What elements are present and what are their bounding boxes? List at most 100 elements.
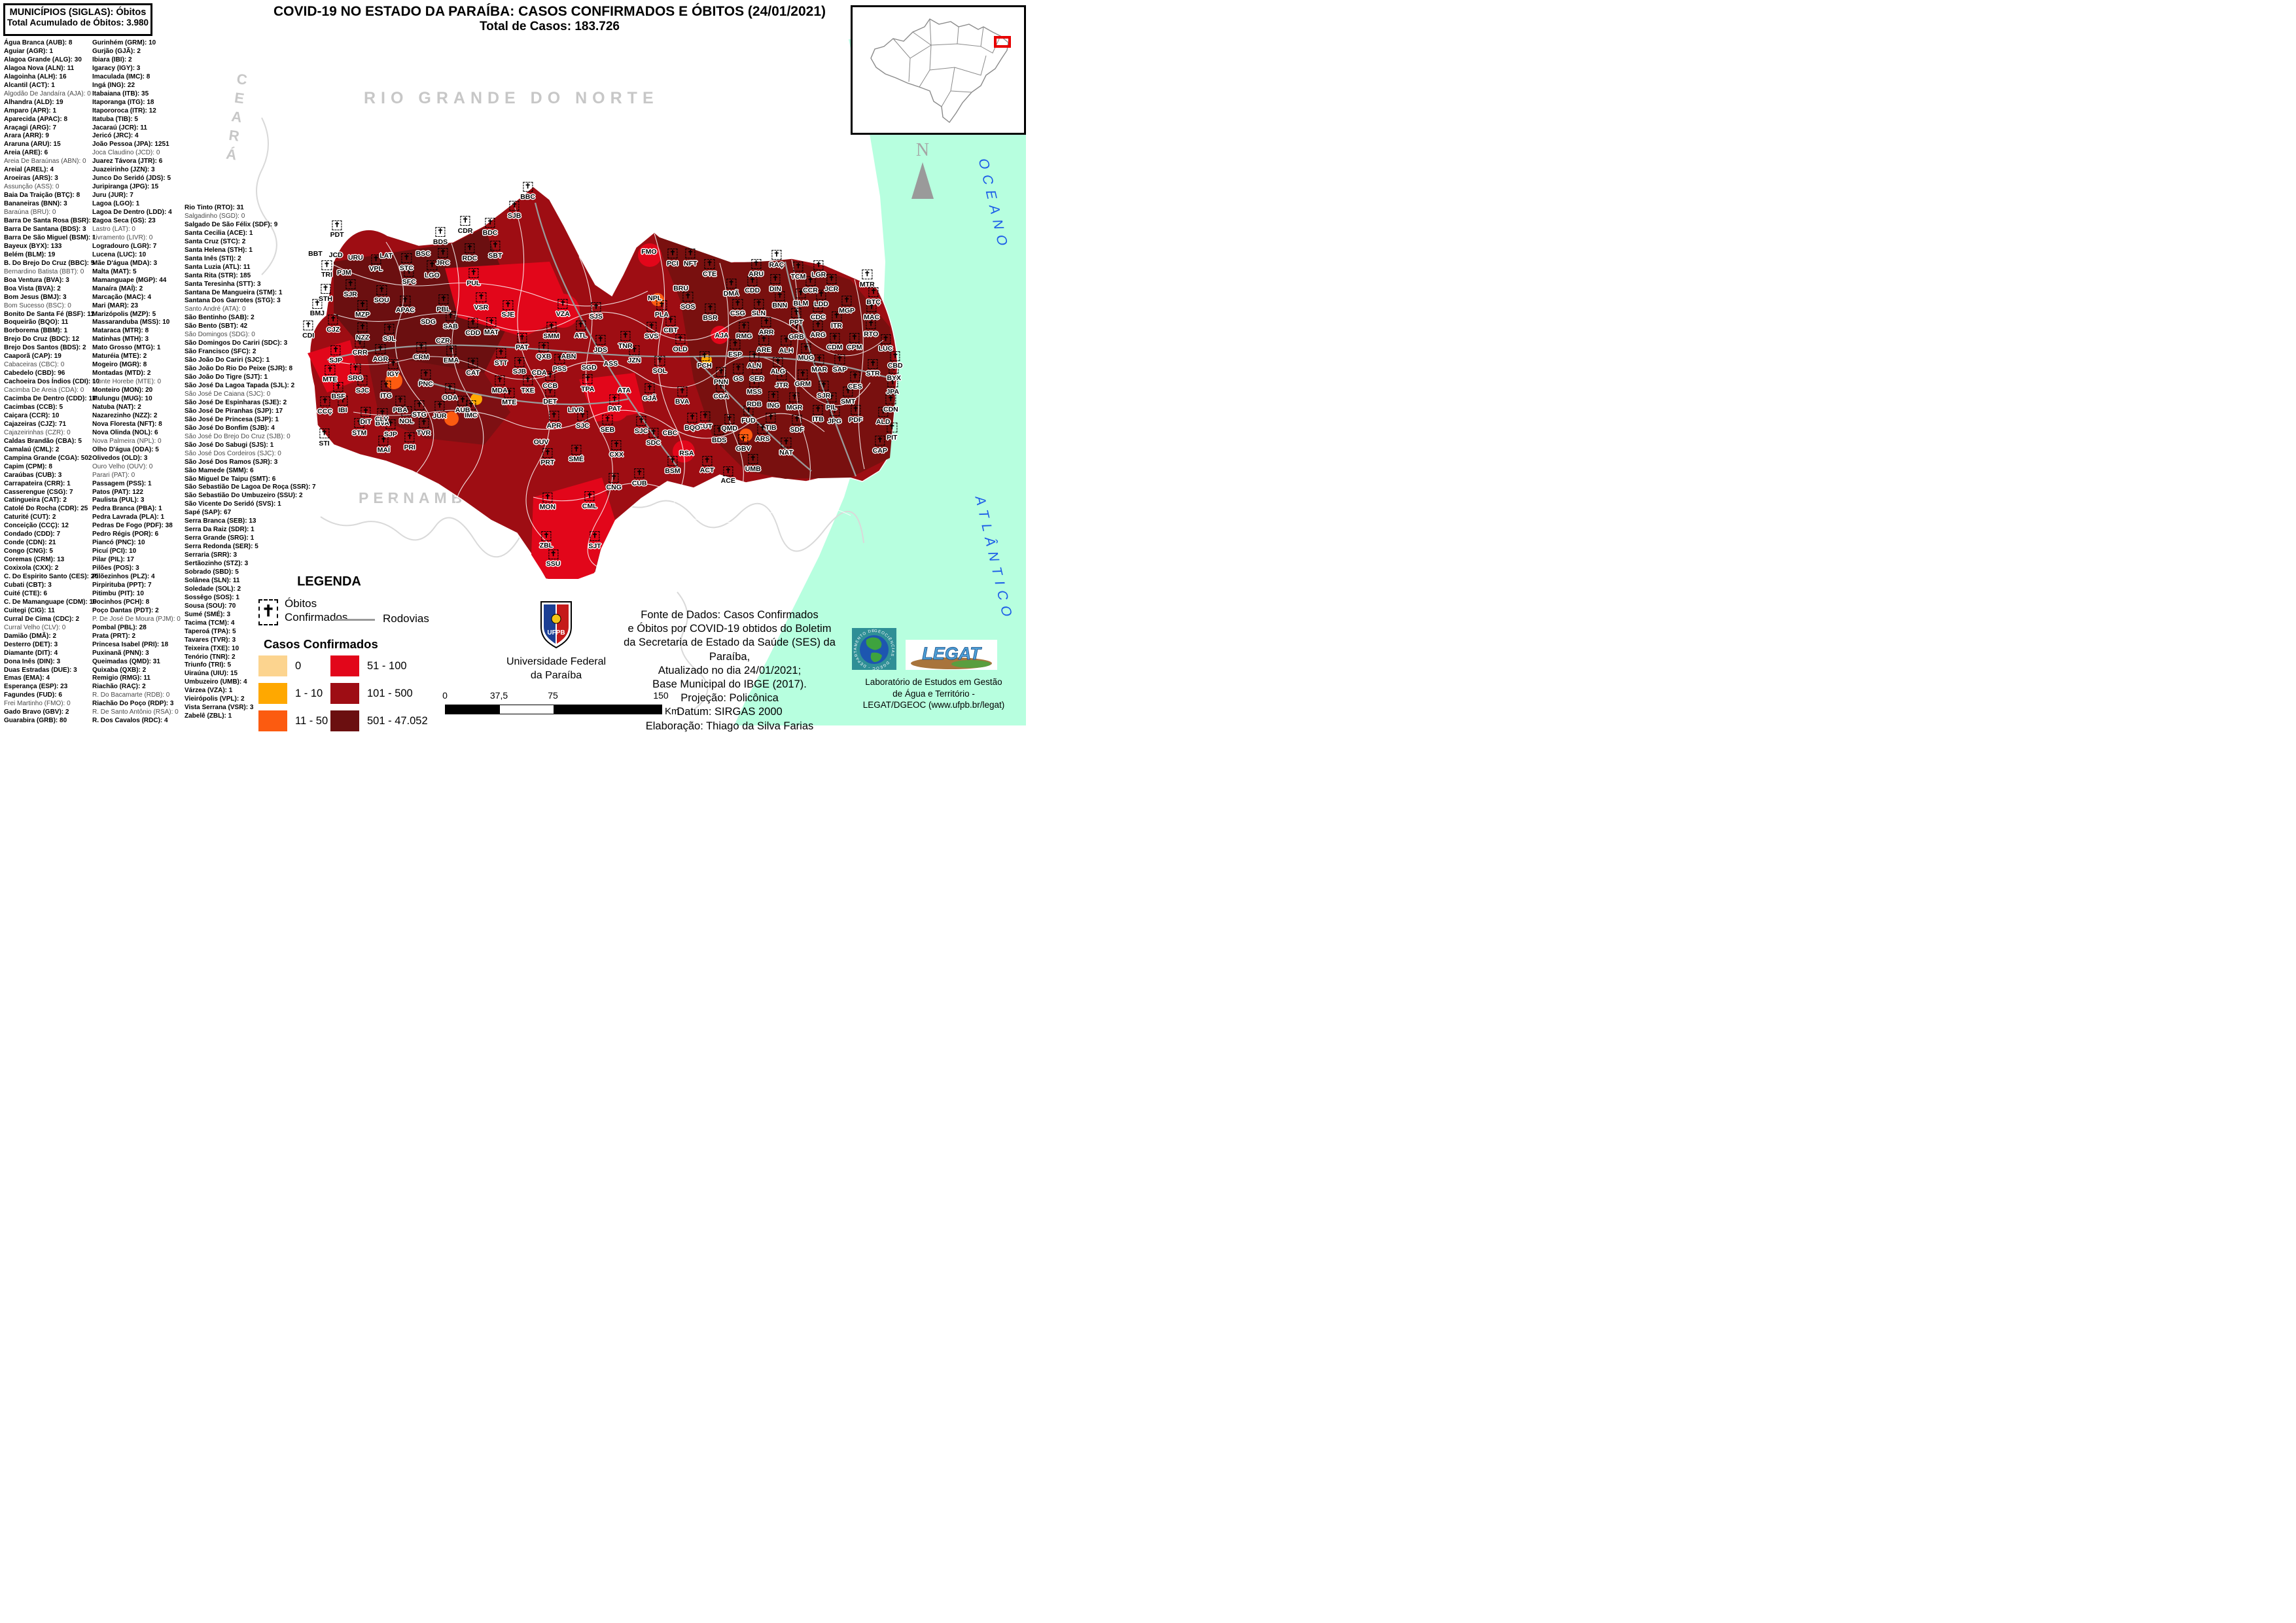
municipality-entry: Mulungu (MUG): 10 (92, 395, 152, 403)
map-label-TVR: TVR (417, 429, 431, 438)
scale-bar-segments (445, 705, 662, 714)
legend-swatch (330, 710, 359, 731)
obitos-cross-icon: ✝ (761, 317, 771, 328)
map-label-ARR: ARR (758, 328, 774, 336)
legend-swatch (258, 683, 287, 704)
obitos-cross-icon: ✝ (805, 275, 816, 286)
map-label-BQO: BQO (684, 423, 701, 432)
municipality-entry: Caiçara (CCR): 10 (4, 411, 60, 419)
obitos-cross-icon: ✝ (665, 315, 676, 326)
municipality-entry: Cubati (CBT): 3 (4, 582, 52, 589)
municipality-entry: Sobrado (SBD): 5 (185, 568, 239, 576)
municipality-entry: Tacima (TCM): 4 (185, 619, 235, 627)
obitos-cross-icon: ✝ (781, 438, 792, 448)
municipality-entry: Junco Do Seridó (JDS): 5 (92, 175, 171, 183)
scale-tick-label: 150 (653, 690, 669, 701)
source-text-line: e Óbitos por COVID-19 obtidos do Boletim (627, 623, 832, 635)
municipality-entry: Serraria (SRR): 3 (185, 551, 238, 559)
municipality-entry: Ibiara (IBI): 2 (92, 56, 132, 63)
map-label-ACT: ACT (699, 466, 715, 475)
municipality-entry: Puxinanã (PNN): 3 (92, 649, 149, 657)
map-label-BSF: BSF (331, 393, 345, 401)
municipality-entry: Mogeiro (MGR): 8 (92, 361, 147, 369)
legend-class-row: 0 (258, 655, 301, 676)
obitos-cross-icon: ✝ (375, 344, 385, 355)
map-label-PBL: PBL (436, 305, 451, 313)
obitos-cross-icon: ✝ (646, 321, 657, 332)
obitos-cross-icon: ✝ (880, 334, 891, 344)
municipality-entry: Água Branca (AUB): 8 (4, 39, 73, 46)
legend-class-row: 501 - 47.052 (330, 710, 428, 731)
municipality-entry: Casserengue (CSG): 7 (4, 488, 73, 496)
municipality-entry: Nova Olinda (NOL): 6 (92, 428, 158, 436)
municipality-entry: Tavares (TVR): 3 (185, 636, 236, 644)
map-label-JZN: JZN (627, 356, 641, 364)
municipality-entry: Cabedelo (CBD): 96 (4, 370, 65, 377)
municipality-entry: Triunfo (TRI): 5 (185, 661, 232, 669)
map-label-TPA: TPA (581, 385, 595, 393)
map-label-CJZ: CJZ (327, 326, 340, 334)
map-label-ESP: ESP (728, 351, 742, 359)
map-label-GS: GS (733, 374, 743, 383)
legend: LEGENDA ✝ Óbitos Confirmados Rodovias Ca… (257, 569, 453, 731)
obitos-cross-icon: ✝ (522, 182, 533, 192)
municipality-entry: São Miguel De Taipu (SMT): 6 (185, 475, 276, 483)
obitos-cross-icon: ✝ (476, 292, 487, 303)
municipality-entry: Soledade (SOL): 2 (185, 585, 241, 593)
obitos-cross-icon: ✝ (716, 381, 726, 392)
municipality-entry: Pilar (PIL): 17 (92, 556, 134, 564)
map-label-TCM: TCM (790, 272, 806, 281)
municipality-entry: Capim (CPM): 8 (4, 462, 52, 470)
municipality-entry: Cachoeira Dos Índios (CDI): 10 (4, 378, 100, 386)
obitos-cross-icon: ✝ (826, 274, 837, 285)
municipality-entry: Mataraca (MTR): 8 (92, 327, 149, 335)
municipality-list-col3: Rio Tinto (RTO): 31 Salgadinho (SGD): 0 Sa… (185, 204, 316, 721)
map-label-BVA: BVA (375, 419, 389, 427)
municipality-entry: Sousa (SOU): 70 (185, 602, 236, 610)
obitos-cross-icon: ✝ (714, 425, 724, 436)
map-label-RSA: RSA (679, 449, 694, 458)
municipality-entry: Livramento (LIVR): 0 (92, 234, 153, 241)
municipality-entry: Cajazeirinhas (CZR): 0 (4, 428, 71, 436)
obitos-cross-icon: ✝ (841, 296, 852, 306)
map-label-CES: CES (847, 382, 862, 391)
obitos-cross-icon: ✝ (577, 411, 588, 421)
map-label-CAP: CAP (872, 446, 887, 455)
map-label-CDD: CDD (745, 287, 760, 295)
map-label-SBT: SBT (488, 251, 503, 260)
obitos-cross-icon: ✝ (557, 299, 568, 309)
municipality-entry: Juru (JUR): 7 (92, 192, 133, 200)
obitos-cross-icon: ✝ (791, 307, 802, 318)
obitos-cross-icon: ✝ (434, 401, 445, 411)
municipality-entry: Alhandra (ALD): 19 (4, 98, 63, 106)
legend-class-row: 11 - 50 (258, 710, 328, 731)
obitos-cross-icon: ✝ (435, 227, 446, 237)
source-text-line: Atualizado no dia 24/01/2021; (658, 664, 802, 676)
municipality-entry: São José Do Bonfim (SJB): 4 (185, 424, 275, 432)
municipality-entry: Vista Serrana (VSR): 3 (185, 704, 254, 712)
obitos-cross-icon: ✝ (548, 549, 559, 559)
obitos-cross-icon: ✝ (752, 364, 762, 374)
municipality-entry: Olivedos (OLD): 3 (92, 454, 148, 462)
municipality-entry: São João Do Rio Do Peixe (SJR): 8 (185, 365, 293, 373)
panel-title: MUNICÍPIOS (SIGLAS): Óbitos (9, 7, 147, 18)
obitos-cross-icon: ✝ (548, 411, 559, 421)
map-label-SER: SER (749, 374, 764, 383)
map-label-PDT: PDT (330, 231, 344, 239)
north-label: N (915, 140, 930, 160)
map-label-MDA: MDA (491, 386, 508, 394)
map-label-CCB: CCB (542, 381, 558, 390)
municipality-entry: Arara (ARR): 9 (4, 132, 49, 140)
municipality-entry: São Bento (SBT): 42 (185, 323, 248, 330)
map-label-CGA: CGA (713, 393, 729, 401)
municipality-entry: Guarabira (GRB): 80 (4, 717, 67, 725)
legend-swatch (330, 683, 359, 704)
scale-tick-label: 37,5 (489, 690, 508, 701)
legend-class-label: 501 - 47.052 (367, 714, 428, 727)
map-label-GRM: GRM (794, 380, 811, 389)
map-label-VPL: VPL (369, 265, 383, 273)
map-label-MSS: MSS (747, 388, 762, 396)
map-label-ATL: ATL (574, 331, 588, 340)
obitos-cross-icon: ✝ (609, 394, 620, 404)
map-label-PJM: PJM (337, 269, 351, 277)
